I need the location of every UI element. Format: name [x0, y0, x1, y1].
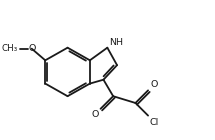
Text: O: O [151, 80, 158, 89]
Text: O: O [91, 110, 99, 119]
Text: Cl: Cl [149, 117, 158, 127]
Text: NH: NH [109, 38, 123, 47]
Text: CH₃: CH₃ [2, 44, 18, 53]
Text: O: O [28, 44, 35, 53]
